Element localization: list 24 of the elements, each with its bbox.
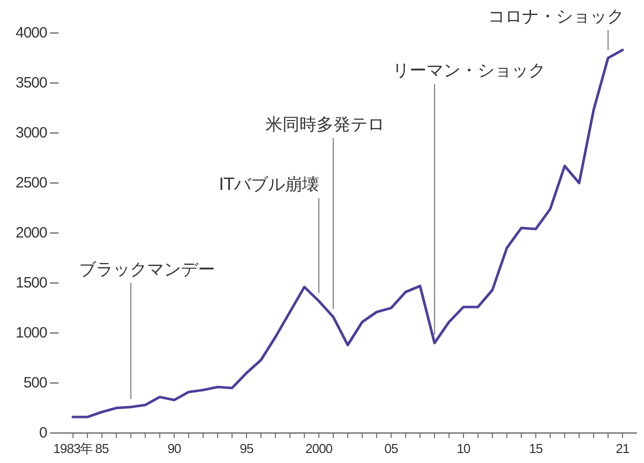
x-tick-label: 90 — [167, 441, 182, 456]
y-tick-label: 3500 — [16, 74, 48, 92]
y-tick-label: 0 — [39, 424, 48, 442]
line-series — [72, 48, 624, 418]
y-tick-label: 2000 — [16, 224, 48, 242]
x-tick-label: 85 — [95, 441, 109, 456]
x-tick-label: 2000 — [305, 441, 333, 456]
y-tick-label: 1500 — [16, 274, 48, 292]
x-tick-label: 05 — [384, 441, 398, 456]
x-tick-label: 1983年 — [53, 441, 94, 456]
annotation: コロナ・ショック — [488, 7, 624, 27]
x-tick-label: 95 — [240, 441, 254, 456]
annotation: ITバブル崩壊 — [218, 175, 320, 195]
annotation: ブラックマンデー — [78, 260, 215, 280]
x-tick-label: 21 — [616, 441, 630, 456]
y-tick-label: 1000 — [16, 324, 48, 342]
y-tick-label: 2500 — [16, 174, 48, 192]
y-tick-label: 500 — [23, 374, 48, 392]
x-tick-label: 10 — [456, 441, 470, 456]
annotation: リーマン・ショック — [392, 61, 546, 81]
annotation: 米同時多発テロ — [265, 115, 384, 135]
x-tick-label: 15 — [529, 441, 543, 456]
y-tick-label: 4000 — [16, 24, 48, 42]
y-tick-label: 3000 — [16, 124, 48, 142]
